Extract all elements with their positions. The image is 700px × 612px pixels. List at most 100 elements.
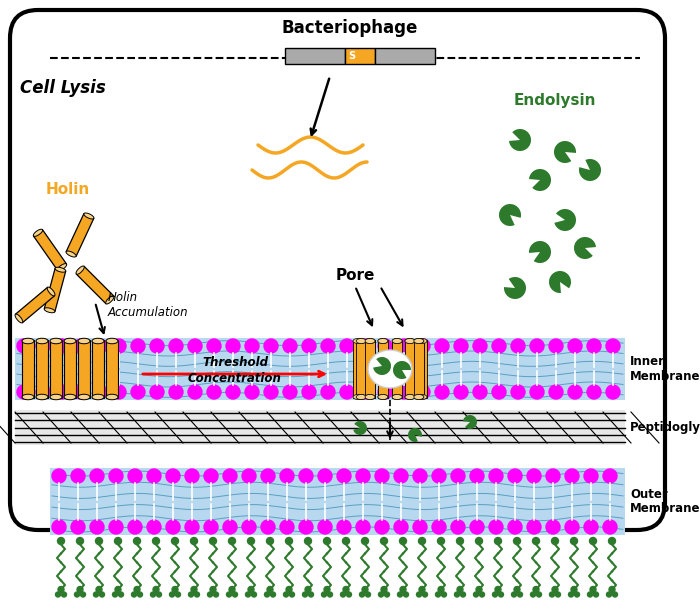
Polygon shape (76, 266, 113, 304)
Bar (345, 48, 375, 64)
Text: Inner
Membrane: Inner Membrane (630, 355, 700, 383)
Circle shape (475, 537, 482, 545)
Circle shape (587, 592, 592, 597)
Circle shape (362, 586, 368, 592)
Bar (417, 340, 427, 398)
Circle shape (456, 537, 463, 545)
Circle shape (546, 469, 560, 483)
Circle shape (473, 592, 479, 597)
Ellipse shape (356, 395, 366, 400)
Circle shape (381, 586, 387, 592)
Circle shape (473, 385, 487, 399)
Polygon shape (66, 214, 94, 256)
Bar (353, 340, 363, 398)
Circle shape (435, 339, 449, 353)
Wedge shape (463, 415, 477, 429)
Circle shape (232, 592, 237, 597)
Ellipse shape (405, 395, 415, 400)
Circle shape (96, 586, 102, 592)
Circle shape (188, 339, 202, 353)
Circle shape (423, 592, 428, 597)
Circle shape (397, 339, 411, 353)
Circle shape (90, 520, 104, 534)
Circle shape (489, 469, 503, 483)
Circle shape (264, 339, 278, 353)
Circle shape (137, 592, 143, 597)
Wedge shape (393, 361, 411, 379)
Circle shape (62, 592, 66, 597)
Bar (15, 338, 625, 400)
Circle shape (432, 469, 446, 483)
Bar (92, 340, 104, 398)
Circle shape (207, 592, 213, 597)
Circle shape (93, 339, 107, 353)
Circle shape (552, 537, 559, 545)
Circle shape (517, 592, 522, 597)
Polygon shape (15, 287, 55, 323)
Circle shape (227, 592, 232, 597)
Circle shape (150, 385, 164, 399)
Circle shape (207, 385, 221, 399)
Circle shape (94, 592, 99, 597)
Circle shape (584, 520, 598, 534)
Circle shape (169, 592, 174, 597)
Ellipse shape (392, 338, 402, 343)
Circle shape (394, 520, 408, 534)
Wedge shape (408, 428, 422, 442)
Circle shape (267, 586, 273, 592)
Circle shape (438, 586, 444, 592)
Circle shape (286, 586, 292, 592)
Circle shape (570, 537, 578, 545)
Ellipse shape (106, 338, 118, 344)
Circle shape (571, 586, 577, 592)
Ellipse shape (405, 395, 415, 400)
Circle shape (346, 592, 351, 597)
Bar (405, 340, 415, 398)
Circle shape (302, 385, 316, 399)
Bar (365, 340, 375, 398)
Circle shape (309, 592, 314, 597)
Circle shape (17, 385, 31, 399)
Circle shape (131, 385, 145, 399)
Circle shape (568, 592, 573, 597)
Text: Peptidoglycan: Peptidoglycan (630, 421, 700, 434)
Bar (106, 340, 118, 398)
Circle shape (169, 339, 183, 353)
Circle shape (176, 592, 181, 597)
Circle shape (403, 592, 409, 597)
Circle shape (451, 469, 465, 483)
Circle shape (147, 469, 161, 483)
FancyBboxPatch shape (10, 10, 665, 530)
Circle shape (435, 592, 440, 597)
Circle shape (492, 385, 506, 399)
Circle shape (286, 537, 293, 545)
Circle shape (36, 385, 50, 399)
Circle shape (359, 385, 373, 399)
Circle shape (118, 592, 123, 597)
Circle shape (58, 586, 64, 592)
Circle shape (305, 586, 311, 592)
Text: Holin: Holin (46, 182, 90, 198)
Circle shape (290, 592, 295, 597)
Circle shape (589, 537, 596, 545)
Circle shape (495, 586, 501, 592)
Ellipse shape (414, 338, 424, 343)
Circle shape (166, 469, 180, 483)
Ellipse shape (106, 394, 118, 400)
Ellipse shape (365, 338, 375, 343)
Circle shape (52, 469, 66, 483)
Circle shape (394, 469, 408, 483)
Circle shape (264, 385, 278, 399)
Bar (392, 340, 402, 398)
Circle shape (113, 592, 118, 597)
Circle shape (153, 537, 160, 545)
Circle shape (57, 537, 64, 545)
Circle shape (228, 537, 235, 545)
Text: Bacteriophage: Bacteriophage (282, 19, 418, 37)
Circle shape (226, 385, 240, 399)
Circle shape (55, 592, 60, 597)
Circle shape (134, 586, 140, 592)
Circle shape (283, 339, 297, 353)
Circle shape (533, 537, 540, 545)
Wedge shape (529, 169, 551, 191)
